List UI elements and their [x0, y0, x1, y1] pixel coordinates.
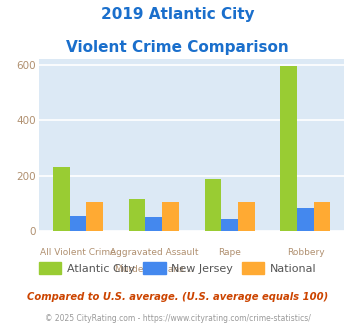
Bar: [280, 66, 297, 231]
Bar: [70, 216, 86, 231]
Bar: [129, 199, 146, 231]
Text: © 2025 CityRating.com - https://www.cityrating.com/crime-statistics/: © 2025 CityRating.com - https://www.city…: [45, 314, 310, 323]
Text: Compared to U.S. average. (U.S. average equals 100): Compared to U.S. average. (U.S. average …: [27, 292, 328, 302]
Text: Aggravated Assault: Aggravated Assault: [110, 248, 198, 257]
Text: Robbery: Robbery: [286, 248, 324, 257]
Bar: [53, 167, 70, 231]
Bar: [314, 202, 331, 231]
Text: Violent Crime Comparison: Violent Crime Comparison: [66, 40, 289, 54]
Bar: [297, 208, 314, 231]
Text: Murder & Mans...: Murder & Mans...: [115, 265, 192, 274]
Text: All Violent Crime: All Violent Crime: [40, 248, 116, 257]
Bar: [162, 202, 179, 231]
Bar: [86, 202, 103, 231]
Text: 2019 Atlantic City: 2019 Atlantic City: [101, 7, 254, 21]
Bar: [238, 202, 255, 231]
Bar: [146, 216, 162, 231]
Legend: Atlantic City, New Jersey, National: Atlantic City, New Jersey, National: [34, 258, 321, 278]
Bar: [221, 219, 238, 231]
Text: Rape: Rape: [218, 248, 241, 257]
Bar: [204, 179, 221, 231]
